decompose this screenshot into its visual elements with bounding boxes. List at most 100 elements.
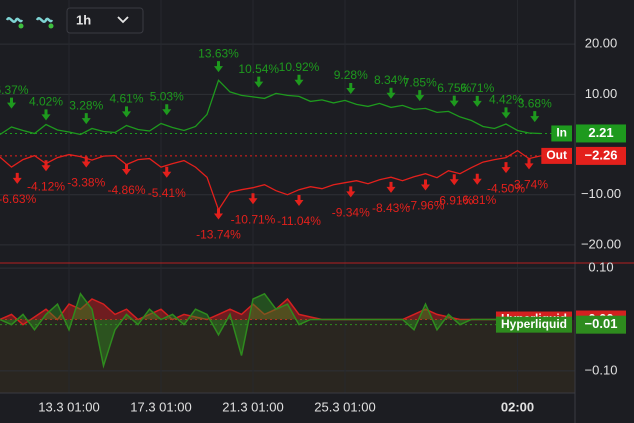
annotation-label: 10.54%: [238, 62, 279, 76]
y-tick-label: 20.00: [585, 36, 618, 51]
tag-layer: In2.21Out−2.26Hyperliquid0.00Hyperliquid…: [495, 124, 626, 334]
annotation-label: 4.02%: [29, 95, 63, 109]
annotation-label: 8.34%: [374, 73, 408, 87]
annotation-label: -4.86%: [107, 183, 145, 197]
dropdown-chevron: [117, 16, 129, 24]
annotation-label: 9.28%: [334, 68, 368, 82]
tag-name-box: [541, 147, 572, 164]
annotation-arrow: [415, 90, 425, 102]
annotation-arrow: [214, 61, 223, 73]
annotation-label: -4.50%: [487, 181, 525, 195]
x-tick-label: 17.3 01:00: [130, 399, 191, 414]
annotation-arrow: [501, 162, 511, 174]
annotation-arrow: [294, 194, 304, 206]
annotation-arrow: [122, 106, 131, 118]
plot-layer: 6.37%4.02% 3.28% 4.61% 5.03% 13.63% 10.54%10.…: [0, 46, 552, 369]
annotation-label: 6.37%: [0, 83, 29, 97]
tag-value: −2.26: [585, 147, 618, 162]
annotation-label: -6.81%: [458, 193, 496, 207]
annotation-label: 13.63%: [198, 46, 239, 60]
annotation-arrow: [81, 113, 91, 125]
annotation-label: -6.91%: [435, 193, 473, 207]
y-tick-label: −0.10: [585, 362, 618, 377]
annotation-arrow: [524, 158, 534, 170]
annotation-arrow: [162, 104, 172, 116]
y-tick-label: −10.00: [581, 186, 621, 201]
y-tick-label: −20.00: [581, 236, 621, 251]
annotation-label: -3.74%: [510, 177, 548, 191]
indicator-icon[interactable]: [5, 17, 24, 29]
annotation-arrow: [472, 173, 482, 185]
x-tick-label: 21.3 01:00: [222, 399, 283, 414]
annotation-arrow: [214, 208, 223, 220]
interval-label: 1h: [76, 12, 91, 27]
annotation-arrow: [41, 109, 51, 121]
annotation-label: 4.42%: [489, 93, 523, 107]
x-tick-label: 13.3 01:00: [38, 399, 99, 414]
annotation-label: -9.34%: [332, 206, 370, 220]
annotation-label: 6.75%: [437, 81, 471, 95]
x-tick-label: 02:00: [501, 399, 534, 414]
annotation-label: -10.71%: [231, 212, 276, 226]
annotation-label: -6.63%: [0, 192, 37, 206]
annotation-label: 4.61%: [109, 92, 143, 106]
tag-value-box: [576, 146, 626, 165]
lower-pane-shade: [0, 320, 575, 393]
series-area: [0, 293, 541, 366]
axis-layer: 20.00 10.00 −10.00 −20.00 0.10 −0.10 13.3 01:0…: [38, 36, 621, 415]
annotation-arrow: [449, 174, 459, 186]
annotation-arrow: [346, 82, 356, 94]
x-tick-label: 25.3 01:00: [314, 399, 375, 414]
tag-name-box: [495, 316, 572, 333]
annotation-label: -5.41%: [148, 186, 186, 200]
series-line: [0, 149, 541, 212]
annotation-arrow: [41, 160, 51, 172]
series-line: [0, 297, 541, 326]
annotation-label: -8.43%: [372, 201, 410, 215]
annotation-arrow: [81, 156, 91, 168]
annotation-arrow: [421, 179, 430, 191]
series-line: [0, 292, 541, 369]
tag-name-box: [551, 125, 572, 142]
annotation-label: -7.96%: [406, 199, 444, 213]
annotation-label: 7.85%: [403, 75, 437, 89]
y-tick-label: 0.10: [588, 260, 613, 275]
annotation-label: 10.92%: [279, 60, 320, 74]
annotation-label: 5.03%: [150, 89, 184, 103]
annotation-arrow: [472, 95, 482, 107]
annotation-arrow: [162, 166, 172, 178]
annotation-arrow: [501, 107, 511, 119]
tag-name: In: [556, 126, 567, 140]
interval-dropdown[interactable]: 1h: [66, 7, 144, 34]
annotation-arrow: [248, 193, 258, 205]
annotation-label: 3.68%: [518, 96, 552, 110]
annotation-arrow: [346, 186, 356, 198]
annotation-arrow: [12, 172, 22, 184]
annotation-label: -13.74%: [196, 228, 241, 242]
tag-value-box: [576, 315, 626, 334]
annotation-label: -4.12%: [27, 179, 65, 193]
indicator-icon[interactable]: [35, 17, 54, 29]
annotation-arrow: [386, 181, 396, 193]
series-line: [0, 79, 541, 136]
tag-name: Out: [546, 148, 567, 162]
annotation-arrow: [449, 95, 459, 107]
annotation-arrow: [122, 163, 131, 175]
tag-value: −0.01: [585, 316, 618, 331]
y-tick-label: 10.00: [585, 86, 618, 101]
tag-value: 2.21: [588, 125, 613, 140]
annotation-label: -3.38%: [67, 176, 105, 190]
annotation-arrow: [254, 76, 264, 88]
annotation-label: 3.28%: [69, 98, 103, 112]
tag-name: Hyperliquid: [501, 317, 567, 331]
annotation-arrow: [386, 87, 396, 99]
toolbar: 1h: [5, 7, 144, 34]
annotation-label: 6.71%: [460, 81, 494, 95]
annotation-arrow: [294, 74, 304, 86]
annotation-arrow: [530, 111, 540, 123]
annotation-label: -11.04%: [277, 214, 321, 228]
tag-value-box: [576, 124, 626, 143]
annotation-arrow: [7, 97, 16, 109]
